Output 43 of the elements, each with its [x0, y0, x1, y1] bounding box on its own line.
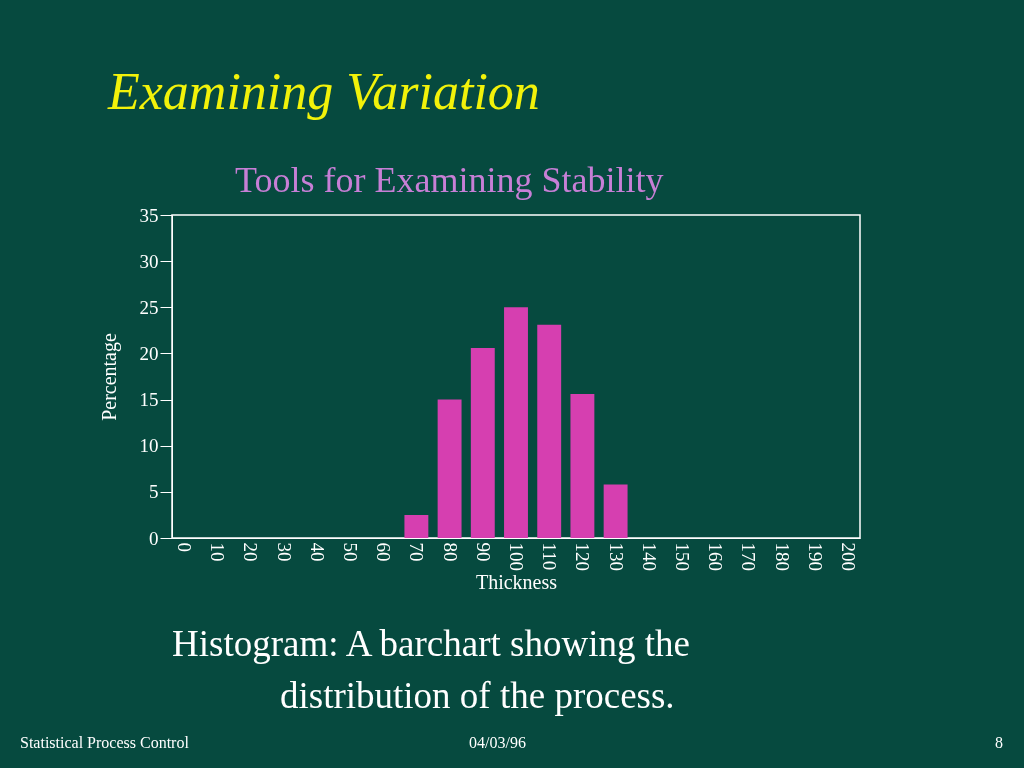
text: Histogram: A barchart showing the distribution of the process. — [172, 623, 690, 716]
y-axis-title: Percentage — [97, 333, 121, 421]
y-tick-label: 20 — [139, 342, 159, 364]
x-tick-label: 90 — [472, 542, 494, 562]
bar — [504, 307, 528, 538]
x-tick-label: 140 — [638, 542, 660, 571]
bar — [603, 484, 628, 538]
y-tick-label: 30 — [139, 250, 159, 272]
x-tick-label: 200 — [838, 542, 860, 571]
text: 8 — [995, 734, 1003, 751]
bar — [437, 399, 462, 538]
y-tick-label: 10 — [139, 435, 159, 457]
x-tick-label: 60 — [373, 542, 395, 562]
x-tick-label: 0 — [173, 542, 195, 552]
x-tick-label: 120 — [572, 542, 594, 571]
chart-title: Examining Variation — [107, 63, 540, 120]
y-tick-label: 25 — [139, 296, 159, 318]
text: 04/03/96 — [469, 734, 526, 751]
bar — [470, 347, 495, 538]
x-tick-label: 100 — [506, 542, 527, 571]
y-tick-label: 35 — [139, 204, 159, 226]
x-tick-label: 50 — [339, 542, 361, 562]
x-tick-label: 160 — [705, 542, 727, 571]
x-tick-label: 190 — [804, 542, 826, 571]
y-tick-label: 15 — [139, 389, 159, 411]
x-tick-label: 170 — [738, 542, 760, 571]
x-tick-label: 80 — [439, 542, 461, 562]
bar — [570, 394, 595, 538]
x-tick-label: 110 — [539, 542, 561, 571]
bar — [404, 514, 429, 538]
x-tick-label: 130 — [605, 542, 627, 571]
y-tick-label: 5 — [149, 481, 159, 503]
chart-subtitle: Tools for Examining Stability — [235, 160, 664, 200]
x-tick-label: 180 — [771, 542, 793, 571]
bar — [537, 324, 562, 538]
x-tick-label: 20 — [240, 542, 262, 562]
x-tick-label: 40 — [306, 542, 328, 562]
x-axis-title: Thickness — [475, 571, 558, 593]
x-tick-label: 30 — [273, 542, 295, 562]
x-tick-label: 70 — [406, 542, 428, 562]
text: Statistical Process Control — [20, 734, 190, 751]
x-tick-label: 150 — [672, 542, 694, 571]
x-tick-label: 10 — [207, 542, 229, 562]
